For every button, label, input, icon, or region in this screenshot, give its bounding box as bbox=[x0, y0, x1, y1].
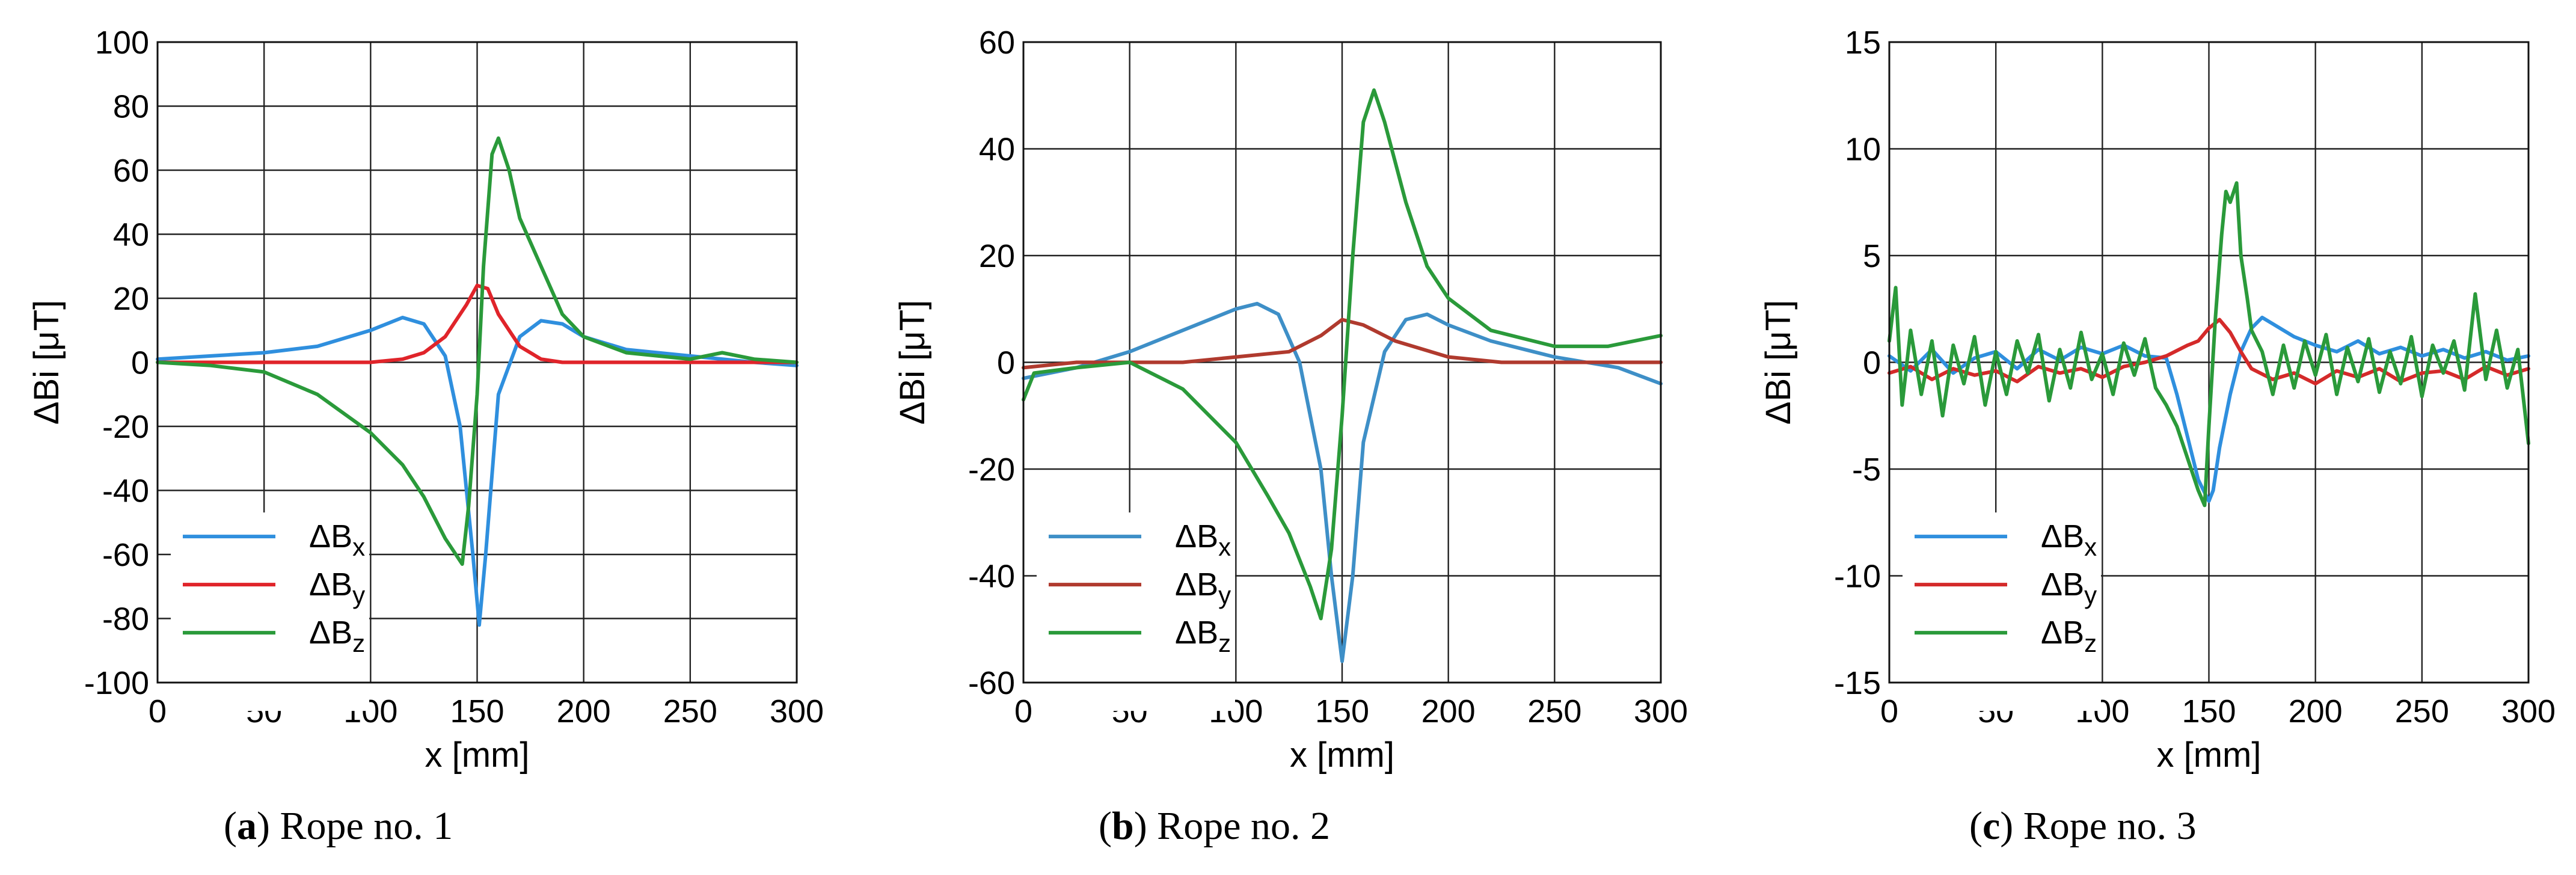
caption-letter: a bbox=[237, 804, 257, 848]
series-line-y bbox=[1022, 318, 1663, 370]
legend-subscript: x bbox=[1218, 533, 1231, 561]
caption-text: ) Rope no. 2 bbox=[1134, 804, 1330, 848]
y-tick-label: 100 bbox=[95, 25, 149, 61]
x-tick-label: 150 bbox=[450, 693, 504, 729]
y-tick-label: 40 bbox=[979, 132, 1015, 168]
legend-box bbox=[171, 512, 369, 711]
y-tick-label: 60 bbox=[979, 25, 1015, 61]
x-tick-label: 0 bbox=[149, 693, 167, 729]
legend-subscript: z bbox=[352, 629, 365, 657]
x-axis-title: x [mm] bbox=[2157, 735, 2262, 775]
x-axis-title: x [mm] bbox=[425, 735, 530, 775]
y-axis-title: ΔBi [μT] bbox=[1759, 300, 1798, 425]
legend-subscript: y bbox=[2084, 581, 2097, 609]
caption-letter: b bbox=[1112, 804, 1134, 848]
legend-subscript: x bbox=[2084, 533, 2097, 561]
x-tick-label: 150 bbox=[2182, 693, 2236, 729]
x-tick-label: 0 bbox=[1014, 693, 1032, 729]
y-axis-title: ΔBi [μT] bbox=[27, 300, 66, 425]
caption-text: ) Rope no. 1 bbox=[257, 804, 453, 848]
chart-panel-a: 0 50 100 150 200 250 300-100-80-60-40-20020406… bbox=[27, 25, 824, 848]
legend-label-z: ΔBz bbox=[2041, 615, 2097, 657]
legend-subscript: z bbox=[1218, 629, 1231, 657]
x-tick-label: 250 bbox=[663, 693, 717, 729]
caption-text: ) Rope no. 3 bbox=[2000, 804, 2196, 848]
series-line-z bbox=[1022, 88, 1663, 621]
x-tick-label: 200 bbox=[1421, 693, 1476, 729]
x-tick-label: 250 bbox=[2395, 693, 2449, 729]
y-tick-label: -60 bbox=[102, 537, 149, 573]
y-tick-label: 20 bbox=[979, 238, 1015, 274]
y-tick-label: 80 bbox=[113, 89, 149, 125]
y-tick-label: -80 bbox=[102, 601, 149, 637]
y-tick-label: 60 bbox=[113, 153, 149, 189]
legend-subscript: x bbox=[352, 533, 365, 561]
legend-subscript: y bbox=[352, 581, 365, 609]
y-tick-label: -20 bbox=[102, 409, 149, 445]
x-tick-label: 200 bbox=[2289, 693, 2343, 729]
y-tick-label: -40 bbox=[102, 473, 149, 509]
y-tick-label: 15 bbox=[1845, 25, 1881, 61]
x-tick-label: 200 bbox=[557, 693, 611, 729]
y-tick-label: 40 bbox=[113, 217, 149, 253]
y-tick-label: 20 bbox=[113, 281, 149, 317]
plot-frame bbox=[1022, 41, 1662, 684]
x-axis-title: x [mm] bbox=[1290, 735, 1394, 775]
x-tick-label: 300 bbox=[770, 693, 824, 729]
series-line-x bbox=[1022, 301, 1663, 663]
y-tick-label: -40 bbox=[968, 559, 1015, 595]
caption-paren: ( bbox=[1099, 804, 1112, 848]
legend-subscript: y bbox=[1218, 581, 1231, 609]
x-tick-label: 0 bbox=[1880, 693, 1898, 729]
caption-paren: ( bbox=[224, 804, 237, 848]
y-tick-label: 0 bbox=[131, 345, 149, 381]
y-tick-label: -5 bbox=[1852, 452, 1881, 488]
y-tick-label: -20 bbox=[968, 452, 1015, 488]
panel-caption: (c) Rope no. 3 bbox=[1969, 804, 2197, 848]
y-tick-label: -15 bbox=[1834, 665, 1881, 701]
y-tick-label: 10 bbox=[1845, 132, 1881, 168]
series-line-y bbox=[156, 283, 799, 364]
series-line-z bbox=[156, 136, 799, 566]
caption-paren: ( bbox=[1969, 804, 1983, 848]
x-tick-label: 300 bbox=[2501, 693, 2556, 729]
plot-frame bbox=[1888, 41, 2530, 684]
x-tick-label: 250 bbox=[1527, 693, 1581, 729]
series-line-z bbox=[1888, 181, 2530, 508]
x-tick-label: 150 bbox=[1315, 693, 1369, 729]
caption-letter: c bbox=[1983, 804, 2000, 848]
plot-frame bbox=[156, 41, 798, 684]
y-tick-label: -60 bbox=[968, 665, 1015, 701]
legend-label-y: ΔBy bbox=[1175, 566, 1231, 609]
legend-box bbox=[1903, 512, 2101, 711]
legend-label-z: ΔBz bbox=[309, 615, 365, 657]
y-tick-label: 5 bbox=[1863, 238, 1881, 274]
y-axis-title: ΔBi [μT] bbox=[893, 300, 932, 425]
x-tick-label: 300 bbox=[1634, 693, 1688, 729]
y-tick-label: -10 bbox=[1834, 559, 1881, 595]
y-tick-label: 0 bbox=[997, 345, 1015, 381]
series-line-x bbox=[156, 316, 799, 627]
legend-subscript: z bbox=[2084, 629, 2097, 657]
series-line-x bbox=[1888, 315, 2530, 503]
legend-box bbox=[1037, 512, 1235, 711]
y-tick-label: -100 bbox=[84, 665, 149, 701]
panel-caption: (b) Rope no. 2 bbox=[1099, 804, 1330, 848]
panel-caption: (a) Rope no. 1 bbox=[224, 804, 453, 848]
y-tick-label: 0 bbox=[1863, 345, 1881, 381]
